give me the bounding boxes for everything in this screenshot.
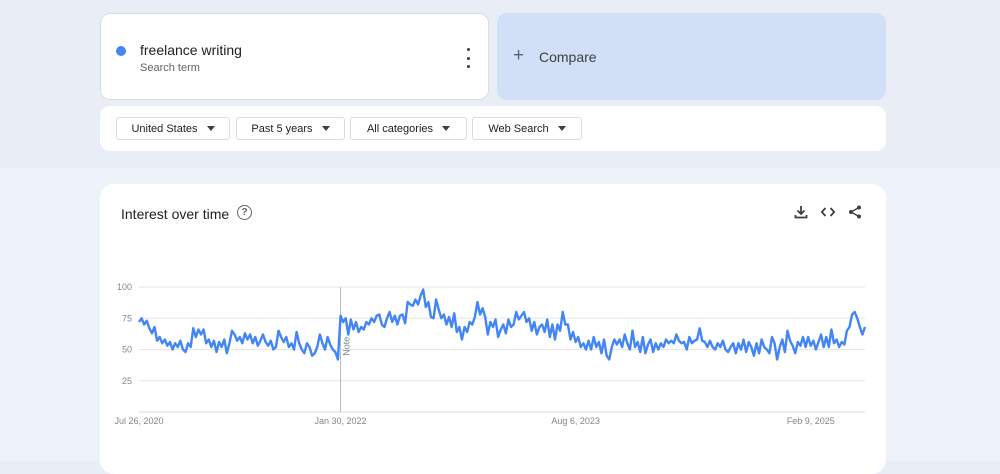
compare-label: Compare <box>539 49 597 65</box>
caret-down-icon <box>206 126 215 131</box>
filter-region-label: United States <box>131 122 198 135</box>
y-tick-label: 75 <box>122 313 132 323</box>
caret-down-icon <box>442 126 451 131</box>
x-tick-label: Aug 6, 2023 <box>551 416 600 426</box>
filter-category-label: All categories <box>366 122 434 135</box>
filter-bar: United States Past 5 years All categorie… <box>100 106 886 151</box>
filter-time-range[interactable]: Past 5 years <box>236 117 345 140</box>
series-line-freelance-writing[interactable] <box>138 288 867 361</box>
series-color-dot <box>116 46 126 56</box>
more-vert-icon[interactable] <box>460 48 476 68</box>
download-icon[interactable] <box>793 204 809 220</box>
filter-region[interactable]: United States <box>116 117 230 140</box>
y-tick-label: 25 <box>122 376 132 386</box>
interest-over-time-card: Interest over time ? 25 50 75 100 Note Jul 26… <box>100 184 886 474</box>
help-icon[interactable]: ? <box>237 205 252 220</box>
filter-category[interactable]: All categories <box>350 117 467 140</box>
filter-search-type[interactable]: Web Search <box>472 117 582 140</box>
compare-button[interactable]: + Compare <box>497 13 886 100</box>
share-icon[interactable] <box>847 204 863 220</box>
caret-down-icon <box>321 126 330 131</box>
annotation-label[interactable]: Note <box>342 337 352 356</box>
x-tick-label: Feb 9, 2025 <box>787 416 835 426</box>
caret-down-icon <box>557 126 566 131</box>
search-term-name[interactable]: freelance writing <box>140 42 242 58</box>
filter-search-type-label: Web Search <box>488 122 549 135</box>
x-tick-label: Jan 30, 2022 <box>314 416 366 426</box>
x-tick-label: Jul 26, 2020 <box>114 416 163 426</box>
y-tick-label: 100 <box>117 282 132 292</box>
filter-time-range-label: Past 5 years <box>251 122 313 135</box>
search-term-subtitle: Search term <box>140 62 200 74</box>
chart-title: Interest over time <box>121 206 230 222</box>
search-term-card[interactable]: freelance writing Search term <box>100 13 489 100</box>
embed-icon[interactable] <box>820 204 836 220</box>
interest-chart: 25 50 75 100 Note Jul 26, 2020 Jan 30, 2022 Aug… <box>114 282 867 426</box>
plus-icon: + <box>513 45 525 66</box>
y-tick-label: 50 <box>122 345 132 355</box>
